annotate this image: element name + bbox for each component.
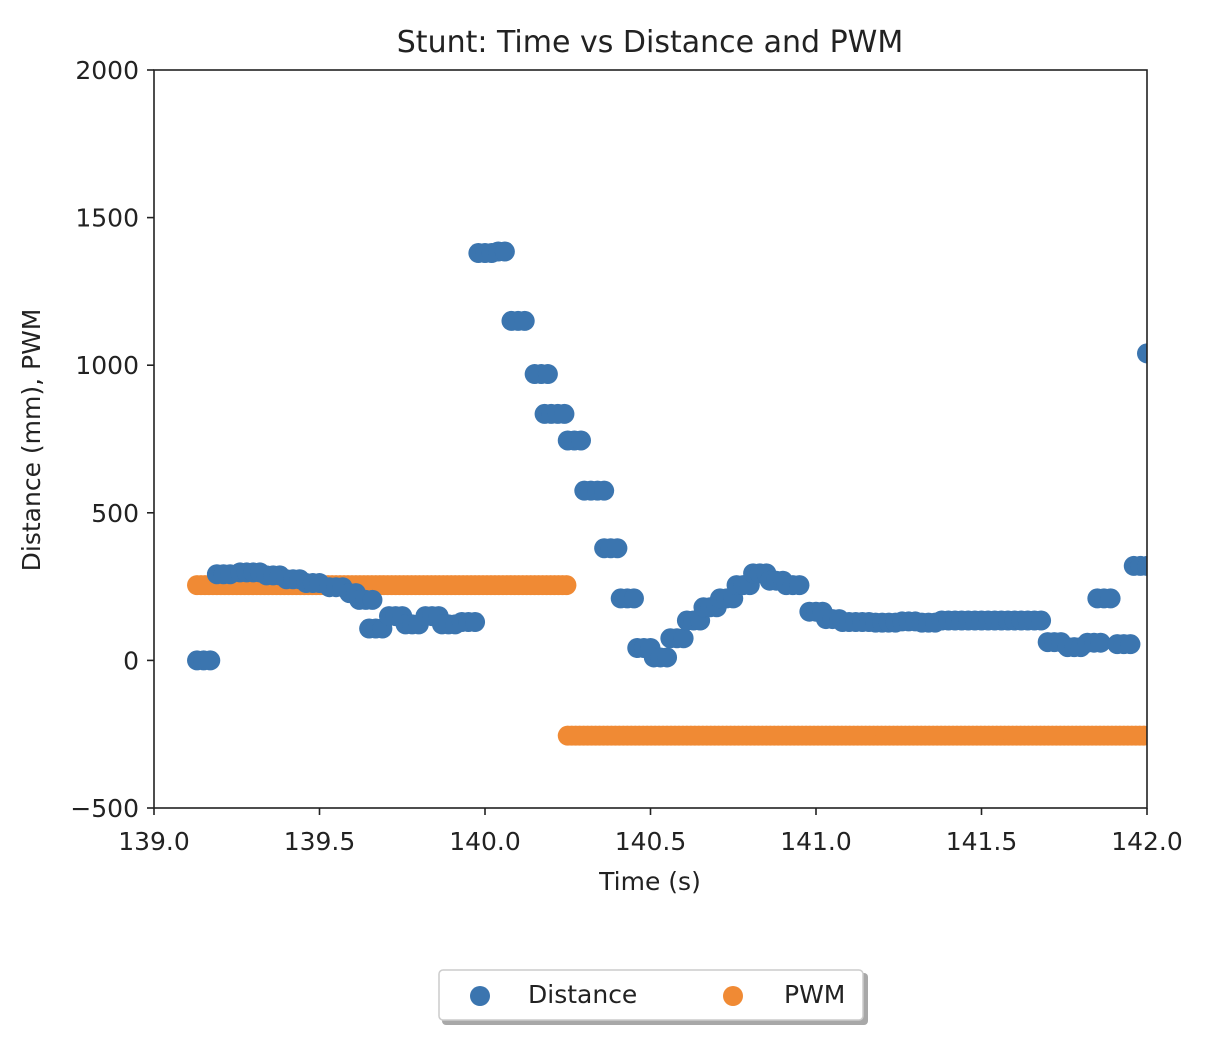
distance-point — [1137, 343, 1147, 364]
y-tick-label: 1500 — [75, 204, 139, 233]
x-tick-label: 139.0 — [118, 827, 190, 856]
pwm-point — [556, 575, 577, 596]
distance-point — [1090, 632, 1111, 653]
x-tick-label: 140.5 — [615, 827, 687, 856]
distance-point — [514, 310, 535, 331]
x-tick-label: 142.0 — [1111, 827, 1183, 856]
y-tick-label: 0 — [123, 646, 139, 675]
legend-marker-pwm — [723, 986, 743, 1006]
y-axis-ticks: 2000 1500 1000 500 0 −500 — [70, 56, 154, 823]
distance-point — [657, 647, 678, 668]
distance-point — [1031, 610, 1052, 631]
distance-point — [1120, 634, 1141, 655]
x-tick-label: 140.0 — [449, 827, 521, 856]
y-tick-label: 1000 — [75, 351, 139, 380]
distance-point — [200, 650, 221, 671]
x-tick-label: 141.0 — [780, 827, 852, 856]
distance-point — [1100, 588, 1121, 609]
x-axis-ticks: 139.0 139.5 140.0 140.5 141.0 141.5 142.0 — [118, 808, 1183, 856]
plot-frame — [153, 69, 1148, 809]
pwm-point — [1133, 725, 1147, 746]
legend-label-pwm: PWM — [784, 980, 845, 1009]
distance-point — [673, 628, 694, 649]
distance-point — [1137, 555, 1147, 576]
x-axis-label: Time (s) — [598, 867, 701, 896]
plot-marks — [187, 241, 1147, 746]
legend: Distance PWM — [438, 969, 868, 1025]
distance-point — [594, 480, 615, 501]
chart-title: Stunt: Time vs Distance and PWM — [397, 25, 903, 60]
distance-point — [362, 589, 383, 610]
x-tick-label: 139.5 — [284, 827, 356, 856]
distance-point — [623, 588, 644, 609]
distance-point — [554, 403, 575, 424]
y-axis-label: Distance (mm), PWM — [17, 309, 46, 572]
legend-marker-distance — [470, 986, 490, 1006]
y-tick-label: 2000 — [75, 56, 139, 85]
legend-label-distance: Distance — [528, 980, 637, 1009]
distance-point — [465, 612, 486, 633]
x-tick-label: 141.5 — [946, 827, 1018, 856]
distance-point — [607, 538, 628, 559]
distance-point — [494, 241, 515, 262]
distance-point — [789, 575, 810, 596]
distance-point — [570, 430, 591, 451]
y-tick-label: 500 — [91, 499, 139, 528]
y-tick-label: −500 — [70, 794, 139, 823]
legend-box — [438, 969, 864, 1021]
distance-point — [537, 364, 558, 385]
